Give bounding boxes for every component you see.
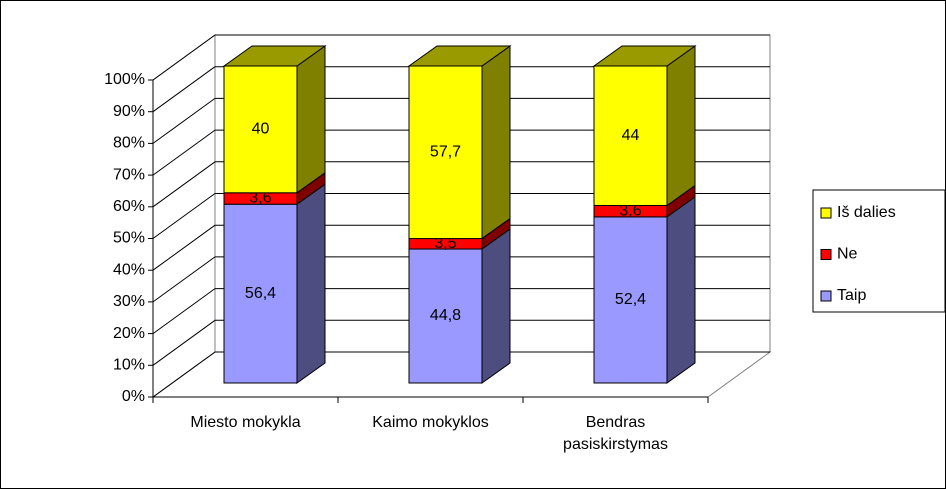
- data-label: 57,7: [430, 143, 461, 160]
- data-label: 3,6: [619, 202, 641, 219]
- y-tick-label: 50%: [113, 230, 145, 247]
- bar-segment: [223, 203, 298, 384]
- data-label: 52,4: [615, 291, 646, 308]
- legend-swatch: [820, 249, 832, 260]
- bar-side: [666, 45, 696, 207]
- grid-line: [152, 161, 216, 208]
- legend-label: Iš dalies: [837, 204, 896, 221]
- bar-top: [222, 45, 327, 67]
- bar-side: [296, 45, 326, 194]
- grid-line: [152, 34, 216, 81]
- legend-label: Taip: [837, 287, 866, 304]
- data-label: 40: [252, 121, 270, 138]
- grid-line: [152, 193, 216, 239]
- legend-swatch: [820, 207, 832, 219]
- grid-line: [152, 351, 216, 398]
- bar-side: [481, 228, 511, 384]
- y-tick-label: 80%: [113, 135, 145, 152]
- y-tick-label: 70%: [113, 166, 145, 183]
- legend-label: Ne: [837, 246, 858, 263]
- grid-line: [152, 224, 216, 271]
- bar-top: [407, 45, 512, 67]
- grid-line: [152, 129, 216, 176]
- grid-line: [152, 66, 216, 113]
- x-tick-label: Kaimo mokyklos: [372, 414, 489, 431]
- y-tick-label: 30%: [113, 293, 145, 310]
- data-label: 3,6: [249, 190, 271, 207]
- grid-line: [152, 319, 216, 366]
- legend: [812, 189, 946, 313]
- bar-segment: [593, 65, 668, 206]
- grid-line: [152, 288, 216, 335]
- bar-segment: [593, 216, 668, 384]
- grid-line: [152, 97, 216, 144]
- y-tick-label: 0%: [122, 388, 145, 405]
- data-label: 44,8: [430, 307, 461, 324]
- bar-segment: [408, 65, 483, 240]
- y-tick-label: 100%: [104, 71, 145, 88]
- x-tick-label: Bendras pasiskirstymas: [563, 414, 668, 453]
- bar-side: [296, 183, 326, 384]
- data-label: 56,4: [245, 285, 276, 302]
- bar-side: [481, 45, 511, 240]
- y-tick-label: 40%: [113, 261, 145, 278]
- y-tick-label: 60%: [113, 198, 145, 215]
- bar-side: [666, 195, 696, 384]
- y-tick-label: 90%: [113, 103, 145, 120]
- y-tick-label: 10%: [113, 357, 145, 374]
- grid-line: [152, 256, 216, 303]
- x-tick-label: Miesto mokykla: [190, 414, 301, 431]
- bar-top: [592, 45, 697, 67]
- legend-swatch: [820, 290, 832, 302]
- y-tick-label: 20%: [113, 325, 145, 342]
- bar-segment: [223, 65, 298, 194]
- bar-segment: [408, 248, 483, 384]
- data-label: 44: [622, 127, 640, 144]
- data-label: 3,5: [434, 235, 456, 252]
